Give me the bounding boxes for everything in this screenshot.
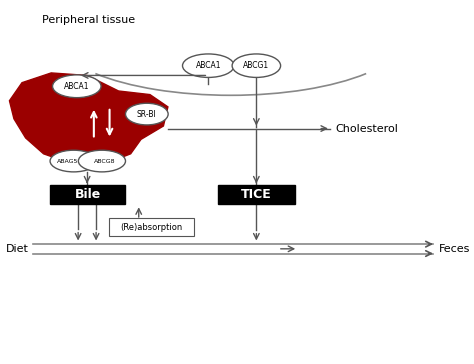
Polygon shape: [9, 73, 168, 164]
Text: SR-BI: SR-BI: [137, 110, 157, 119]
Text: Bile: Bile: [74, 188, 100, 201]
Text: ABCA1: ABCA1: [64, 82, 90, 91]
Text: ABCG1: ABCG1: [243, 61, 269, 70]
Text: (Re)absorption: (Re)absorption: [121, 223, 183, 232]
Text: Feces: Feces: [438, 244, 470, 254]
Text: ABAG5: ABAG5: [57, 159, 79, 163]
Text: Peripheral tissue: Peripheral tissue: [42, 15, 136, 25]
Text: Diet: Diet: [6, 244, 29, 254]
FancyBboxPatch shape: [50, 185, 125, 205]
Ellipse shape: [78, 150, 126, 172]
Text: Cholesterol: Cholesterol: [336, 123, 398, 134]
Ellipse shape: [232, 54, 281, 78]
Text: ABCG8: ABCG8: [94, 159, 116, 163]
Text: TICE: TICE: [241, 188, 272, 201]
FancyBboxPatch shape: [218, 185, 294, 205]
FancyBboxPatch shape: [109, 218, 194, 236]
Text: ABCA1: ABCA1: [196, 61, 221, 70]
Ellipse shape: [50, 150, 97, 172]
Ellipse shape: [126, 103, 168, 125]
Ellipse shape: [53, 75, 101, 98]
Ellipse shape: [182, 54, 234, 78]
